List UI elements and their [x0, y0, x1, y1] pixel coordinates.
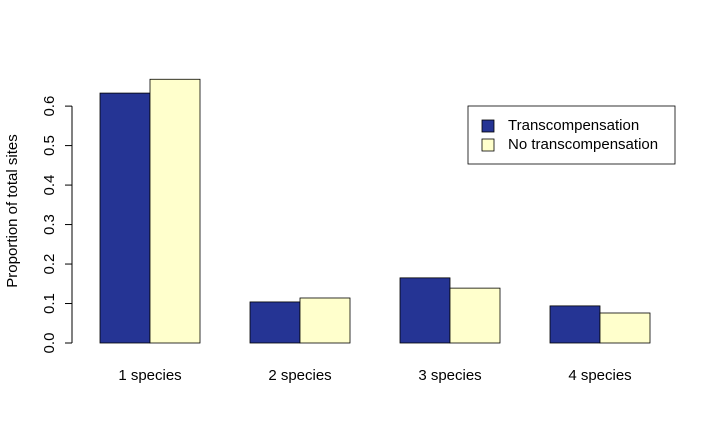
bar [99, 92, 151, 344]
bar [299, 297, 351, 344]
x-tick-label: 4 species [568, 367, 631, 384]
y-tick-label: 0.0 [41, 333, 58, 354]
y-tick-label: 0.2 [41, 254, 58, 275]
y-tick-label: 0.6 [41, 96, 58, 117]
bar [149, 78, 201, 344]
y-tick-label: 0.3 [41, 214, 58, 235]
y-tick-label: 0.4 [41, 175, 58, 196]
bar [399, 277, 451, 344]
y-tick-label: 0.1 [41, 293, 58, 314]
legend-label: Transcompensation [508, 117, 639, 134]
legend-swatch [481, 119, 495, 133]
bar [449, 287, 501, 344]
y-axis-title: Proportion of total sites [4, 134, 21, 287]
bar [549, 305, 601, 344]
legend-swatch [481, 138, 495, 152]
y-tick-label: 0.5 [41, 135, 58, 156]
bar [599, 312, 651, 344]
bar [249, 301, 301, 344]
legend-box [467, 105, 676, 165]
x-tick-label: 3 species [418, 367, 481, 384]
legend-label: No transcompensation [508, 136, 658, 153]
x-tick-label: 2 species [268, 367, 331, 384]
x-tick-label: 1 species [118, 367, 181, 384]
